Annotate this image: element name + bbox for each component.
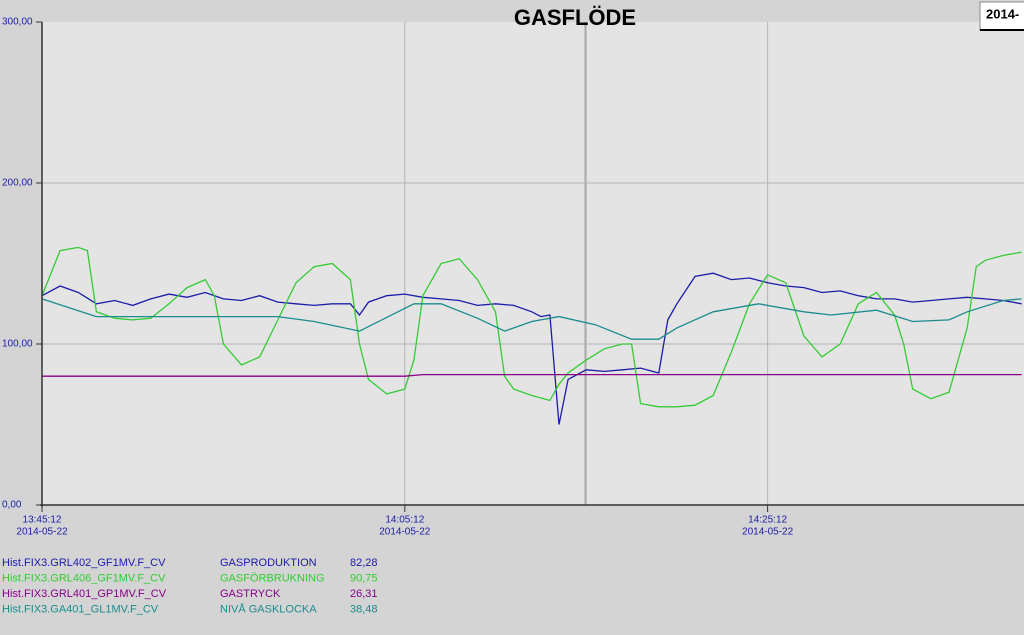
legend: Hist.FIX3.GRL402_GF1MV.F_CV GASPRODUKTION… [2, 557, 378, 616]
x-tick-date: 2014-05-22 [742, 527, 794, 538]
y-tick-label: 100,00 [2, 339, 33, 350]
legend-value: 82,28 [350, 557, 378, 569]
legend-name: GASFÖRBRUKNING [220, 572, 325, 584]
x-tick-date: 2014-05-22 [16, 527, 68, 538]
y-tick-label: 300,00 [2, 17, 33, 28]
labels: 0,00100,00200,00300,0013:45:122014-05-22… [2, 17, 794, 538]
legend-name: GASPRODUKTION [220, 557, 317, 569]
series-line [41, 246, 1022, 408]
legend-value: 38,48 [350, 603, 378, 615]
series-line [42, 373, 1022, 377]
x-tick-label: 14:05:12 [385, 515, 424, 526]
x-tick-date: 2014-05-22 [379, 527, 431, 538]
x-tick-label: 13:45:12 [23, 515, 62, 526]
lines [41, 246, 1022, 425]
series-line [41, 298, 1022, 340]
legend-tag: Hist.FIX3.GRL406_GF1MV.F_CV [2, 572, 166, 584]
corner-box [979, 1, 1024, 31]
legend-name: NIVÅ GASKLOCKA [220, 602, 317, 615]
grid [42, 22, 1024, 505]
legend-tag: Hist.FIX3.GA401_GL1MV.F_CV [2, 603, 159, 615]
plot-area [42, 22, 1024, 505]
y-tick-label: 0,00 [2, 500, 22, 511]
legend-tag: Hist.FIX3.GRL402_GF1MV.F_CV [2, 557, 166, 569]
chart-title: GASFLÖDE [514, 5, 636, 30]
legend-value: 26,31 [350, 588, 378, 600]
x-tick-label: 14:25:12 [748, 515, 787, 526]
legend-name: GASTRYCK [220, 588, 281, 600]
y-tick-label: 200,00 [2, 178, 33, 189]
legend-value: 90,75 [350, 572, 378, 584]
corner-label: 2014- [986, 6, 1019, 21]
series-line [41, 272, 1022, 425]
legend-tag: Hist.FIX3.GRL401_GP1MV.F_CV [2, 588, 167, 600]
